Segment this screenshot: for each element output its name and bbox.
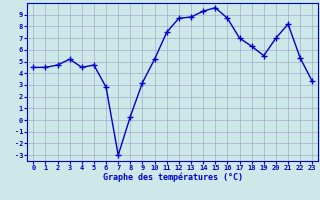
X-axis label: Graphe des températures (°C): Graphe des températures (°C) <box>103 173 243 182</box>
